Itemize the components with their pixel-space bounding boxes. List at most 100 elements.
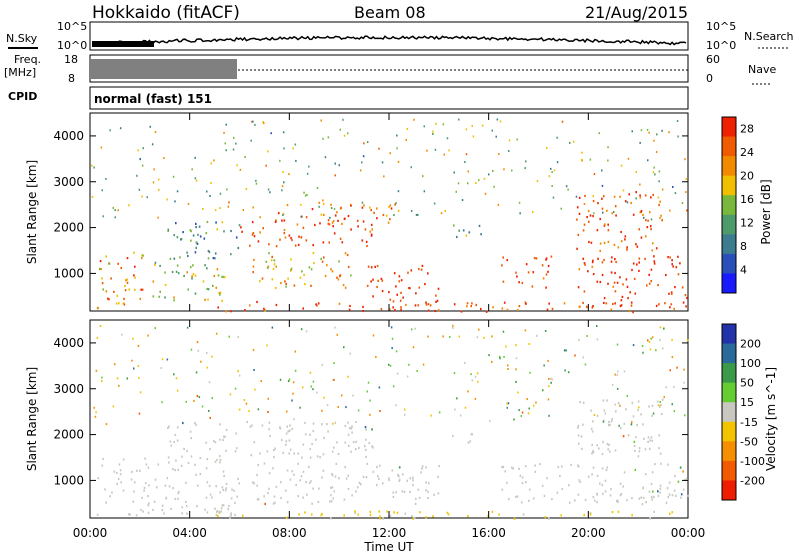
echo-cell — [340, 206, 342, 209]
echo-cell — [568, 501, 571, 504]
echo-cell — [661, 129, 663, 132]
echo-cell — [237, 336, 239, 338]
echo-cell — [380, 277, 383, 280]
echo-cell — [302, 443, 305, 446]
echo-cell — [339, 275, 341, 278]
echo-cell — [516, 138, 518, 141]
echo-cell — [126, 377, 128, 380]
echo-cell — [197, 233, 199, 236]
echo-cell — [291, 399, 293, 402]
echo-cell — [105, 501, 107, 504]
echo-cell — [657, 494, 660, 497]
echo-cell — [111, 491, 113, 494]
echo-cell — [592, 200, 595, 203]
echo-cell — [528, 499, 530, 502]
echo-cell — [271, 255, 273, 258]
echo-cell — [219, 293, 221, 296]
echo-cell — [250, 139, 252, 142]
echo-cell — [152, 181, 155, 184]
echo-cell — [339, 128, 341, 131]
echo-cell — [608, 424, 610, 427]
echo-cell — [440, 212, 443, 215]
echo-cell — [265, 260, 268, 263]
echo-cell — [637, 455, 640, 458]
echo-cell — [310, 268, 313, 271]
echo-cell — [589, 513, 592, 516]
echo-cell — [582, 257, 584, 260]
echo-cell — [263, 495, 265, 498]
echo-cell — [391, 347, 393, 350]
echo-cell — [605, 302, 608, 305]
echo-cell — [453, 303, 456, 306]
echo-cell — [606, 209, 608, 212]
echo-cell — [174, 200, 176, 203]
echo-cell — [206, 511, 209, 514]
echo-cell — [638, 257, 641, 260]
echo-cell — [219, 438, 221, 441]
echo-cell — [213, 439, 215, 443]
echo-cell — [427, 335, 429, 338]
echo-cell — [280, 496, 282, 500]
echo-cell — [235, 447, 238, 450]
echo-cell — [376, 264, 379, 268]
echo-cell — [650, 228, 652, 231]
echo-cell — [372, 470, 375, 473]
echo-cell — [120, 481, 122, 484]
echo-cell — [596, 501, 598, 504]
echo-cell — [602, 195, 605, 198]
echo-cell — [389, 298, 392, 301]
echo-cell — [269, 434, 271, 438]
echo-cell — [520, 501, 523, 504]
echo-cell — [283, 181, 285, 184]
echo-cell — [599, 217, 601, 221]
echo-cell — [218, 455, 221, 458]
echo-cell — [638, 228, 640, 231]
echo-cell — [478, 179, 480, 182]
echo-cell — [672, 265, 674, 268]
echo-cell — [252, 206, 254, 209]
echo-cell — [684, 294, 687, 297]
echo-cell — [528, 407, 530, 410]
echo-cell — [253, 482, 255, 485]
echo-cell — [207, 257, 210, 260]
colorbar-segment — [722, 460, 736, 481]
echo-cell — [331, 270, 334, 273]
echo-cell — [590, 241, 593, 244]
echo-cell — [288, 439, 291, 442]
echo-cell — [249, 304, 251, 307]
echo-cell — [650, 482, 653, 486]
echo-cell — [354, 511, 356, 515]
nsky-label: N.Sky — [6, 32, 38, 45]
echo-cell — [262, 227, 264, 230]
echo-cell — [205, 496, 208, 499]
colorbar-tick-label: 15 — [740, 396, 754, 409]
echo-cell — [502, 256, 504, 259]
echo-cell — [225, 487, 227, 490]
echo-cell — [525, 263, 528, 266]
echo-cell — [327, 222, 330, 225]
echo-cell — [195, 473, 197, 476]
colorbar-tick-label: 200 — [740, 338, 761, 351]
echo-cell — [182, 231, 184, 234]
echo-cell — [599, 280, 602, 284]
echo-cell — [547, 264, 550, 267]
echo-cell — [225, 449, 227, 452]
echo-cell — [354, 448, 357, 451]
echo-cell — [109, 495, 111, 498]
echo-cell — [321, 363, 323, 366]
echo-cell — [545, 286, 547, 289]
echo-cell — [455, 190, 457, 193]
echo-cell — [608, 420, 610, 424]
echo-cell — [196, 341, 199, 343]
echo-cell — [219, 291, 222, 294]
echo-cell — [348, 444, 350, 447]
power-colorbar-label: Power [dB] — [759, 179, 773, 244]
echo-cell — [602, 399, 605, 402]
echo-cell — [521, 476, 524, 479]
echo-cell — [183, 274, 185, 278]
echo-cell — [268, 472, 271, 475]
echo-cell — [400, 306, 402, 309]
freq-strip-frame — [89, 54, 689, 83]
echo-cell — [152, 295, 155, 298]
echo-cell — [686, 339, 689, 342]
